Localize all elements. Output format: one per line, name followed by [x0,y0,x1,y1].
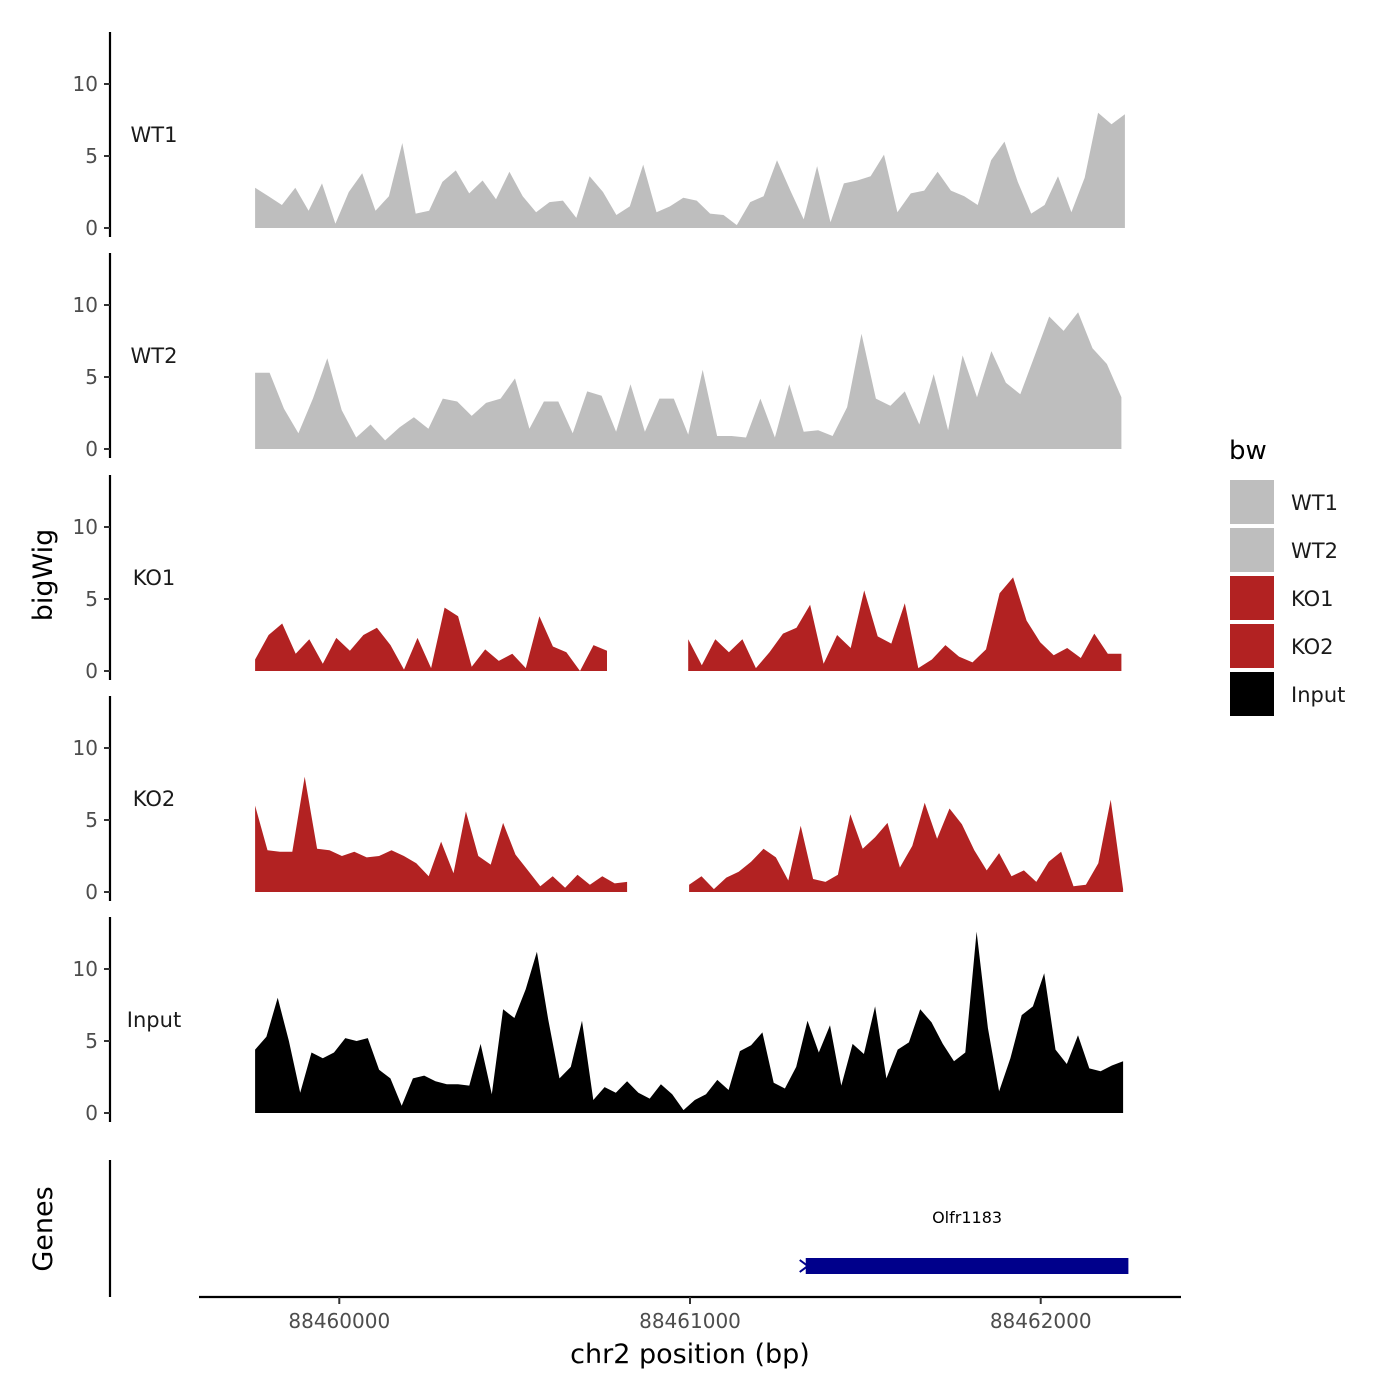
y-tick-label: 10 [73,72,98,96]
track-label-ko1: KO1 [133,566,176,590]
area-ko2-segment-0 [255,776,628,892]
track-ko1: 0 5 10 KO1 [73,475,1122,683]
legend-key-input [1230,672,1274,716]
y-tick-label: 5 [85,144,98,168]
track-ko2: 0 5 10 KO2 [73,696,1124,904]
legend-key-ko1 [1230,576,1274,620]
gene-strand-arrow [799,1259,810,1273]
legend: WT1 WT2 KO1 KO2 Input [1230,480,1345,716]
y-tick-label: 5 [85,808,98,832]
y-tick-label: 0 [85,1101,98,1125]
legend-key-ko2 [1230,624,1274,668]
y-tick-label: 0 [85,216,98,240]
area-wt1-segment-0 [255,112,1125,228]
x-tick-label: 88462000 [990,1309,1092,1333]
track-wt1: 0 5 10 WT1 [73,32,1125,240]
gene-body-olfr1183 [805,1258,1129,1274]
legend-label-ko1: KO1 [1291,587,1334,611]
y-tick-label: 10 [73,957,98,981]
legend-label-wt2: WT2 [1291,539,1338,563]
y-tick-label: 5 [85,587,98,611]
area-ko2-segment-1 [689,799,1124,892]
x-tick-label: 88460000 [288,1309,390,1333]
y-tick-label: 0 [85,880,98,904]
area-ko1-segment-0 [255,607,607,671]
area-input-segment-0 [255,931,1124,1113]
legend-label-ko2: KO2 [1291,635,1334,659]
gene-label-olfr1183: Olfr1183 [932,1208,1002,1227]
track-label-input: Input [127,1008,181,1032]
area-wt2-segment-0 [255,312,1122,449]
y-tick-label: 10 [73,293,98,317]
genes-axis-title: Genes [28,1186,59,1271]
x-axis-title: chr2 position (bp) [570,1339,810,1370]
track-label-wt2: WT2 [131,344,178,368]
legend-title: bw [1229,436,1267,466]
y-tick-label: 5 [85,1029,98,1053]
y-tick-label: 0 [85,437,98,461]
legend-key-wt2 [1230,528,1274,572]
y-tick-label: 10 [73,515,98,539]
y-axis-title: bigWig [28,529,59,622]
genes-layer: Olfr1183 [108,1160,1129,1297]
track-wt2: 0 5 10 WT2 [73,253,1122,461]
area-ko1-segment-2 [688,577,1122,671]
track-label-ko2: KO2 [133,787,176,811]
tracks-layer: 0 5 10 WT1 0 5 10 WT2 0 5 10 KO1 0 5 10 KO2 0 5 10 Input [73,32,1125,1125]
track-input: 0 5 10 Input [73,917,1124,1125]
legend-label-wt1: WT1 [1291,491,1338,515]
y-tick-label: 5 [85,365,98,389]
y-tick-label: 10 [73,736,98,760]
x-tick-label: 88461000 [639,1309,741,1333]
track-label-wt1: WT1 [131,123,178,147]
x-axis: 88460000 88461000 88462000 [199,1295,1181,1333]
y-tick-label: 0 [85,659,98,683]
legend-label-input: Input [1291,683,1345,707]
legend-key-wt1 [1230,480,1274,524]
